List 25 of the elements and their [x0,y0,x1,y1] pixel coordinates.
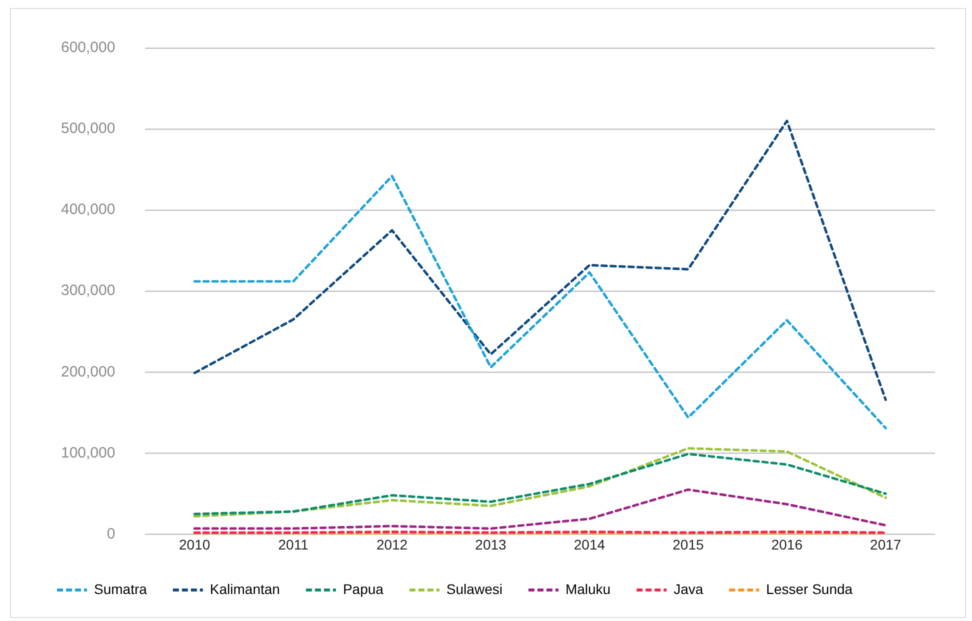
y-tick-label: 600,000 [60,39,116,56]
line-series [193,174,887,430]
x-tick-label: 2012 [376,536,408,552]
y-tick-label: 500,000 [60,120,116,138]
y-tick-label: 400,000 [60,201,116,218]
legend-label: Sumatra [94,580,148,597]
x-tick-label: 2010 [179,536,210,552]
x-tick-label: 2013 [475,536,507,552]
y-tick-label: 0 [106,525,116,542]
x-tick-label: 2014 [574,536,606,552]
legend-label: Sulawesi [446,580,502,597]
y-tick-label: 200,000 [60,363,116,380]
legend-label: Java [674,580,704,597]
legend-label: Lesser Sunda [766,580,853,597]
y-tick-label: 300,000 [60,282,116,300]
line-series [193,488,887,530]
x-tick-label: 2011 [278,536,309,552]
x-tick-label: 2017 [870,536,902,552]
y-tick-label: 100,000 [60,444,116,462]
legend-label: Papua [342,580,384,597]
legend-label: Kalimantan [210,580,280,597]
legend-label: Maluku [565,580,611,597]
x-tick-label: 2015 [672,536,704,552]
line-series [193,120,887,401]
x-tick-label: 2016 [771,536,803,552]
